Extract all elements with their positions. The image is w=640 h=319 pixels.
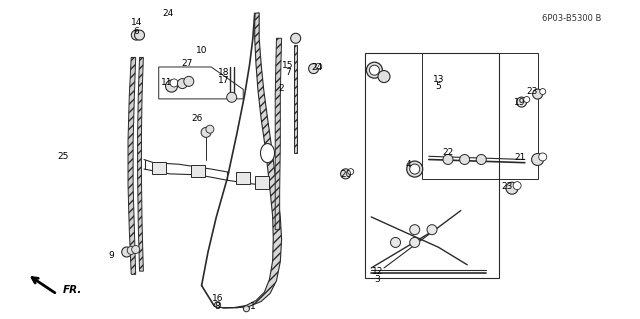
Circle shape bbox=[378, 70, 390, 83]
Bar bbox=[255, 176, 269, 189]
Circle shape bbox=[166, 80, 177, 92]
Circle shape bbox=[443, 154, 453, 165]
Ellipse shape bbox=[260, 144, 275, 163]
Polygon shape bbox=[214, 13, 282, 308]
Circle shape bbox=[227, 92, 237, 102]
Circle shape bbox=[540, 89, 546, 94]
Text: 8: 8 bbox=[215, 302, 220, 311]
Circle shape bbox=[170, 79, 178, 87]
Text: 13: 13 bbox=[433, 75, 444, 84]
Circle shape bbox=[476, 154, 486, 165]
Circle shape bbox=[460, 154, 470, 165]
Text: 21: 21 bbox=[514, 153, 525, 162]
Circle shape bbox=[524, 97, 530, 102]
Bar bbox=[236, 172, 250, 184]
Circle shape bbox=[243, 306, 250, 312]
Text: 9: 9 bbox=[109, 251, 114, 260]
Text: 11: 11 bbox=[161, 78, 172, 87]
Text: 17: 17 bbox=[218, 76, 230, 85]
Text: 4: 4 bbox=[406, 160, 411, 169]
Polygon shape bbox=[128, 57, 136, 274]
Text: 10: 10 bbox=[196, 46, 207, 55]
Circle shape bbox=[122, 247, 132, 257]
Circle shape bbox=[532, 153, 543, 166]
Text: 24: 24 bbox=[163, 9, 174, 18]
Circle shape bbox=[201, 127, 211, 137]
Circle shape bbox=[410, 237, 420, 248]
Text: FR.: FR. bbox=[63, 285, 83, 295]
Polygon shape bbox=[294, 45, 297, 153]
Circle shape bbox=[134, 30, 145, 40]
Text: 14: 14 bbox=[131, 19, 142, 27]
Text: 2: 2 bbox=[279, 84, 284, 93]
Circle shape bbox=[177, 78, 188, 89]
Circle shape bbox=[127, 246, 135, 255]
Circle shape bbox=[390, 237, 401, 248]
Text: 22: 22 bbox=[442, 148, 454, 157]
Text: 20: 20 bbox=[340, 170, 351, 179]
Circle shape bbox=[410, 225, 420, 235]
Text: 24: 24 bbox=[311, 63, 323, 72]
Text: 5: 5 bbox=[436, 82, 441, 91]
FancyArrowPatch shape bbox=[32, 278, 55, 293]
Polygon shape bbox=[138, 57, 143, 271]
Circle shape bbox=[516, 97, 527, 107]
Text: 6P03-B5300 B: 6P03-B5300 B bbox=[542, 14, 602, 23]
Text: 3: 3 bbox=[375, 275, 380, 284]
Circle shape bbox=[366, 62, 383, 78]
Text: 18: 18 bbox=[218, 68, 230, 77]
Text: 12: 12 bbox=[372, 267, 383, 276]
Bar bbox=[422, 53, 538, 179]
Text: 15: 15 bbox=[282, 61, 294, 70]
Bar bbox=[365, 53, 499, 278]
Circle shape bbox=[206, 125, 214, 133]
Text: 23: 23 bbox=[501, 182, 513, 191]
Text: 16: 16 bbox=[212, 294, 223, 303]
Circle shape bbox=[369, 65, 380, 75]
Bar bbox=[152, 162, 166, 174]
Text: 26: 26 bbox=[191, 114, 203, 123]
Circle shape bbox=[506, 182, 518, 194]
Text: 23: 23 bbox=[527, 87, 538, 96]
Circle shape bbox=[532, 89, 543, 99]
Text: 6: 6 bbox=[134, 27, 139, 36]
Circle shape bbox=[131, 30, 141, 40]
Circle shape bbox=[316, 63, 322, 69]
Circle shape bbox=[513, 182, 521, 190]
Text: 27: 27 bbox=[181, 59, 193, 68]
Text: 1: 1 bbox=[250, 302, 255, 311]
Circle shape bbox=[407, 161, 423, 177]
Circle shape bbox=[214, 302, 221, 308]
Circle shape bbox=[348, 169, 354, 174]
Polygon shape bbox=[275, 38, 282, 230]
Circle shape bbox=[410, 164, 420, 174]
Circle shape bbox=[291, 33, 301, 43]
Text: 25: 25 bbox=[57, 152, 68, 161]
Text: 7: 7 bbox=[285, 68, 291, 77]
Circle shape bbox=[132, 245, 140, 254]
Text: 19: 19 bbox=[514, 98, 525, 107]
Circle shape bbox=[184, 76, 194, 86]
Circle shape bbox=[308, 63, 319, 74]
Bar bbox=[191, 165, 205, 177]
Circle shape bbox=[340, 169, 351, 179]
Circle shape bbox=[539, 153, 547, 161]
Circle shape bbox=[427, 225, 437, 235]
